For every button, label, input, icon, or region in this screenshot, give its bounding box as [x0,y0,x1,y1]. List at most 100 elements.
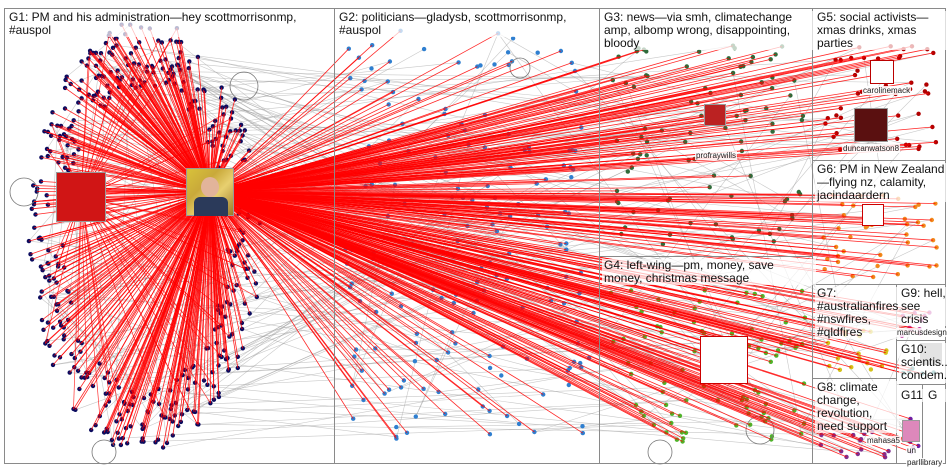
red-edge [64,191,211,268]
red-edge [209,191,837,248]
red-edge [209,82,912,193]
red-edge [140,27,211,193]
red-edge [209,191,484,407]
red-edge [80,196,235,257]
red-edge [209,175,751,193]
red-edge [180,191,211,422]
g2-node [492,62,497,67]
red-edge [209,191,904,374]
g1-avatar[interactable] [56,172,106,222]
red-edge [75,191,211,411]
g1-label: G1: PM and his administration—hey scottm… [7,11,331,37]
gray-edge [415,332,453,417]
red-edge [80,196,211,404]
carolinemack-avatar[interactable] [870,60,894,84]
red-edge [209,191,354,419]
red-edge [209,115,803,193]
red-edge [209,191,561,245]
g6-avatar[interactable] [862,204,884,226]
red-edge [56,191,211,283]
red-edge [30,191,211,255]
g5-node [834,113,839,118]
pm-suit [194,197,228,216]
red-edge [209,98,419,193]
gray-edge [143,424,654,442]
red-edge [135,47,211,193]
g2-label: G2: politicians—gladysb, scottmorrisonmp… [337,11,586,37]
g5-node [831,134,836,139]
gray-edge [163,312,930,448]
user-label-un[interactable]: un [906,446,917,455]
g2-node [413,414,418,419]
red-edge [209,30,401,193]
g3-node [625,169,630,174]
pm-avatar[interactable] [186,168,234,216]
g11-label: G11 [899,389,925,402]
red-edge [46,148,211,193]
gray-edge [197,423,854,436]
user-label-mahasa5[interactable]: mahasa5 [866,436,901,445]
user-label-marcusdesign[interactable]: marcusdesign [896,328,948,337]
g2-node [569,175,574,180]
g1-node [26,238,32,244]
red-edge [209,61,391,193]
g2-node [369,66,374,71]
red-edge [209,191,861,441]
g3-node [799,117,805,123]
gray-edge [161,394,544,416]
red-edge [209,191,424,390]
red-edge [56,191,211,312]
profraywills-avatar[interactable] [704,104,726,126]
red-edge [80,40,171,198]
red-edge [43,191,211,331]
red-edge [111,191,211,441]
red-edge [80,196,222,358]
red-edge [209,191,544,395]
red-edge [209,191,936,204]
user-label-carolinemack[interactable]: carolinemack [862,86,912,95]
red-edge [209,74,856,193]
g11-avatar[interactable] [902,420,920,442]
g2-node [412,359,418,364]
g2-node [505,50,511,55]
gray-edge [198,396,744,425]
red-edge [80,196,88,378]
red-edge [209,191,215,387]
pm-face [201,177,219,197]
red-edge [209,191,910,372]
red-edge [209,191,508,417]
red-edge [209,191,846,333]
self-loop-ring [229,71,259,101]
g5-label: G5: social activists—xmas drinks, xmas p… [815,11,947,50]
red-edge [209,191,767,354]
red-edge [209,81,389,193]
red-edge [80,196,110,383]
red-edge [209,191,408,434]
red-edge [81,191,211,344]
red-edge [209,191,887,351]
red-edge [209,93,858,193]
red-edge [209,191,230,370]
red-edge [209,88,911,193]
red-edge [209,191,244,349]
red-edge [47,191,211,342]
gray-edge [181,62,459,91]
user-label-profraywills[interactable]: profraywills [695,151,738,160]
g4-node [752,291,757,297]
red-edge [84,191,211,379]
red-edge [62,191,211,246]
red-edge [209,124,871,193]
g4-avatar[interactable] [700,336,748,384]
g5-node [922,89,928,94]
red-edge [54,191,211,356]
g6-node [875,263,880,269]
user-label-parllibrary[interactable]: parllibrary [906,458,944,467]
gray-edge [118,387,842,452]
g6-label: G6: PM in New Zealand—flying nz, calamit… [815,163,947,202]
user-label-duncanwatson8[interactable]: duncanwatson8 [842,144,901,153]
red-edge [52,111,211,193]
duncanwatson8-avatar[interactable] [854,108,888,142]
red-edge [80,196,244,234]
red-edge [209,57,852,193]
red-edge [209,56,753,193]
